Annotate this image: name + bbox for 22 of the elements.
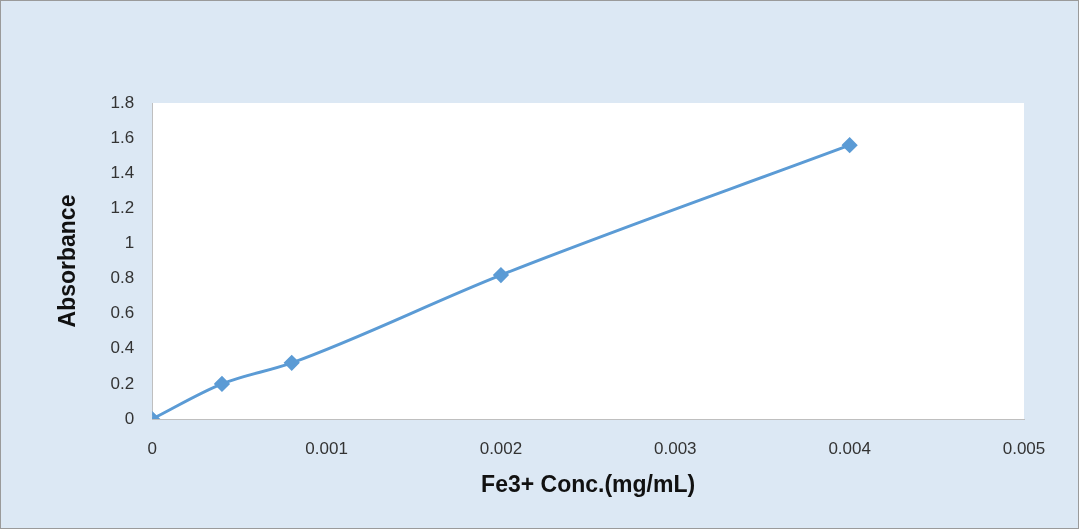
point	[493, 267, 509, 283]
y-tick-label: 0.6	[110, 303, 135, 323]
y-tick-label: 0.2	[110, 373, 135, 393]
y-tick-label: 1.6	[110, 127, 135, 147]
x-tick-label: 0.001	[305, 438, 348, 458]
y-tick-label: 0	[124, 408, 135, 428]
y-tick-label: 0.8	[110, 268, 135, 288]
x-axis-title: Fe3+ Conc.(mg/mL)	[481, 470, 696, 497]
x-tick-label: 0.003	[654, 438, 697, 458]
y-tick-label: 0.4	[110, 338, 135, 358]
point	[284, 355, 300, 371]
x-tick-label: 0.004	[828, 438, 871, 458]
y-tick-label: 1.8	[110, 92, 135, 112]
x-tick-label: 0.002	[479, 438, 523, 458]
point	[842, 137, 858, 153]
point	[214, 376, 230, 392]
x-tick-label: 0.005	[1002, 438, 1046, 458]
y-axis-title: Absorbance	[54, 194, 81, 328]
y-tick-label: 1.2	[110, 198, 135, 218]
x-tick-label: 0	[147, 438, 157, 458]
y-tick-label: 1	[124, 233, 135, 253]
y-tick-label: 1.4	[110, 162, 135, 182]
